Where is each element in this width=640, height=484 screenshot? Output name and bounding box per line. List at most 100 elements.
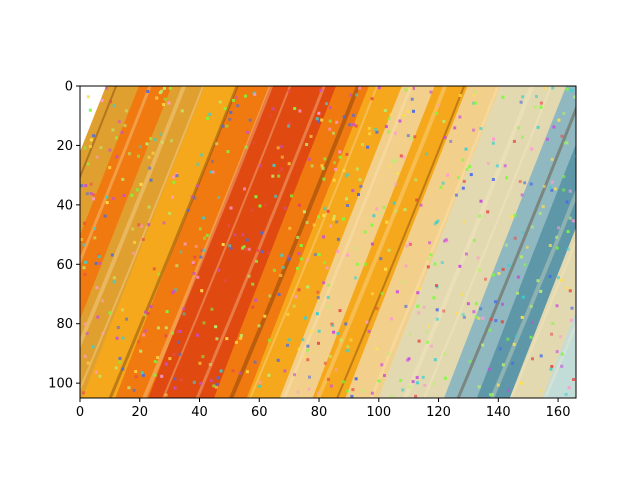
image-speckle bbox=[308, 375, 311, 379]
image-speckle bbox=[83, 146, 87, 150]
image-speckle bbox=[137, 223, 141, 227]
image-speckle bbox=[317, 253, 321, 256]
image-speckle bbox=[245, 370, 249, 374]
image-speckle bbox=[160, 89, 164, 93]
image-speckle bbox=[507, 388, 510, 392]
image-speckle bbox=[132, 388, 136, 392]
image-speckle bbox=[172, 353, 176, 356]
image-speckle bbox=[97, 255, 101, 259]
image-speckle bbox=[497, 272, 501, 275]
image-streak bbox=[115, 86, 273, 398]
image-speckle bbox=[332, 330, 336, 334]
image-speckle bbox=[557, 276, 560, 280]
x-tick-label: 140 bbox=[486, 405, 511, 420]
image-speckle bbox=[327, 283, 331, 287]
image-area bbox=[80, 86, 576, 398]
image-speckle bbox=[320, 118, 324, 122]
image-speckle bbox=[406, 358, 410, 362]
image-speckle bbox=[137, 154, 140, 158]
image-speckle bbox=[550, 332, 554, 336]
image-speckle bbox=[199, 255, 203, 259]
image-fine-streak bbox=[456, 104, 576, 398]
image-speckle bbox=[99, 146, 103, 150]
image-speckle bbox=[570, 306, 574, 310]
image-speckle bbox=[168, 211, 172, 215]
image-speckle bbox=[319, 88, 323, 92]
image-speckle bbox=[115, 136, 118, 140]
image-speckle bbox=[210, 307, 214, 311]
image-speckle bbox=[83, 354, 87, 358]
image-speckle bbox=[83, 322, 87, 326]
image-speckle bbox=[130, 193, 134, 197]
y-tick-label: 40 bbox=[56, 198, 73, 213]
image-speckle bbox=[465, 167, 469, 171]
image-speckle bbox=[153, 360, 157, 364]
image-speckle bbox=[309, 134, 313, 138]
image-speckle bbox=[315, 117, 319, 121]
image-speckle bbox=[170, 139, 173, 143]
image-speckle bbox=[164, 393, 168, 397]
image-speckle bbox=[139, 349, 143, 353]
image-fine-streak bbox=[249, 86, 379, 398]
image-speckle bbox=[494, 319, 498, 323]
image-speckle bbox=[122, 194, 126, 197]
image-speckle bbox=[186, 208, 190, 212]
image-speckle bbox=[346, 345, 350, 349]
image-speckle bbox=[435, 317, 439, 321]
image-speckle bbox=[387, 117, 391, 120]
image-speckle bbox=[402, 155, 406, 159]
image-speckle bbox=[521, 231, 525, 235]
image-speckle bbox=[244, 145, 248, 149]
image-speckle bbox=[214, 385, 218, 389]
image-speckle bbox=[550, 365, 554, 368]
image-speckle bbox=[103, 214, 107, 218]
image-speckle bbox=[406, 109, 410, 113]
image-speckle bbox=[560, 352, 564, 356]
image-speckle bbox=[317, 329, 321, 333]
image-speckle bbox=[198, 361, 202, 365]
image-speckle bbox=[383, 374, 386, 377]
image-speckle bbox=[108, 148, 112, 152]
image-speckle bbox=[412, 109, 415, 113]
image-speckle bbox=[86, 361, 90, 365]
image-speckle bbox=[354, 377, 358, 381]
image-speckle bbox=[329, 224, 333, 228]
image-speckle bbox=[199, 382, 203, 385]
image-speckle bbox=[149, 178, 153, 182]
image-speckle bbox=[367, 126, 371, 130]
image-speckle bbox=[225, 124, 229, 128]
image-speckle bbox=[260, 231, 264, 235]
image-speckle bbox=[529, 335, 533, 339]
image-speckle bbox=[153, 373, 157, 377]
image-speckle bbox=[507, 263, 511, 267]
image-speckle bbox=[549, 186, 553, 190]
image-speckle bbox=[147, 205, 151, 209]
image-speckle bbox=[164, 362, 168, 366]
image-speckle bbox=[539, 105, 543, 109]
image-speckle bbox=[159, 132, 163, 136]
image-speckle bbox=[479, 307, 483, 311]
image-speckle bbox=[466, 302, 470, 306]
image-speckle bbox=[557, 118, 561, 122]
image-speckle bbox=[258, 384, 262, 388]
image-speckle bbox=[317, 391, 320, 395]
image-speckle bbox=[215, 383, 219, 386]
image-speckle bbox=[422, 305, 426, 309]
image-speckle bbox=[474, 315, 478, 319]
image-speckle bbox=[328, 106, 332, 110]
image-speckle bbox=[568, 189, 572, 193]
image-speckle bbox=[85, 332, 89, 335]
image-speckle bbox=[323, 207, 327, 211]
image-speckle bbox=[305, 221, 309, 224]
image-speckle bbox=[234, 96, 238, 100]
image-speckle bbox=[409, 136, 413, 140]
image-speckle bbox=[238, 371, 242, 375]
image-speckle bbox=[120, 130, 124, 134]
image-fine-streak bbox=[336, 86, 466, 398]
image-fine-streak bbox=[369, 86, 500, 398]
image-speckle bbox=[143, 310, 147, 314]
image-speckle bbox=[531, 357, 534, 361]
image-speckle bbox=[565, 286, 569, 290]
image-speckle bbox=[151, 151, 155, 155]
image-speckle bbox=[416, 381, 420, 385]
